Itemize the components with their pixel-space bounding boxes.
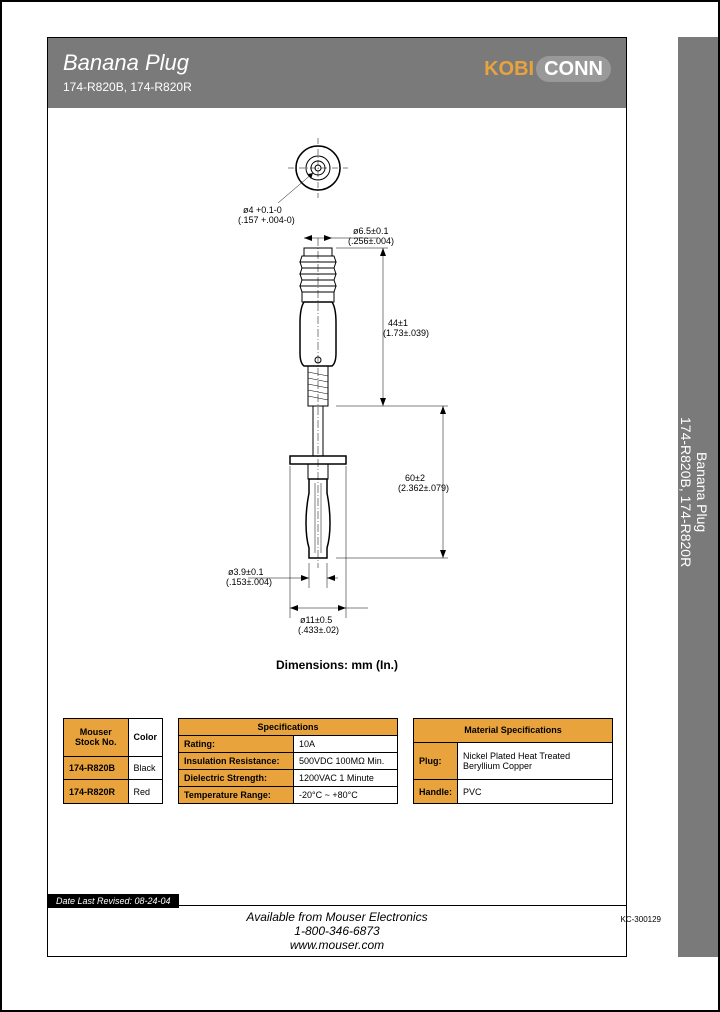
dim-label: (2.362±.079) (398, 483, 449, 493)
td: 10A (294, 736, 398, 753)
td: 174-R820R (64, 780, 129, 804)
dim-label: (1.73±.039) (383, 328, 429, 338)
dim-label: ø6.5±0.1 (353, 226, 388, 236)
dim-label: (.256±.004) (348, 236, 394, 246)
td: PVC (458, 780, 613, 804)
sidebar-parts: 174-R820B, 174-R820R (678, 57, 694, 927)
part-numbers: 174-R820B, 174-R820R (63, 80, 611, 94)
td: -20°C ~ +80°C (294, 787, 398, 804)
header-bar: Banana Plug 174-R820B, 174-R820R KOBICON… (48, 38, 626, 108)
td: Rating: (179, 736, 294, 753)
tables-row: Mouser Stock No.Color 174-R820BBlack 174… (63, 718, 613, 804)
brand-logo: KOBICONN (484, 58, 611, 81)
td: Handle: (414, 780, 458, 804)
document-number: KC-300129 (621, 915, 661, 924)
footer: Available from Mouser Electronics 1-800-… (48, 905, 626, 956)
th: Specifications (179, 719, 398, 736)
td: 1200VAC 1 Minute (294, 770, 398, 787)
th: Color (128, 719, 163, 757)
sidebar-title: Banana Plug (694, 57, 710, 927)
logo-conn: CONN (536, 56, 611, 82)
dim-label: 60±2 (405, 473, 425, 483)
td: Red (128, 780, 163, 804)
material-table: Material Specifications Plug:Nickel Plat… (413, 718, 613, 804)
sidebar: Banana Plug 174-R820B, 174-R820R (678, 37, 718, 957)
logo-kobi: KOBI (484, 58, 534, 80)
dim-label: 44±1 (388, 318, 408, 328)
dim-label: ø3.9±0.1 (228, 567, 263, 577)
dimensions-caption: Dimensions: mm (In.) (48, 658, 626, 672)
dim-label: (.433±.02) (298, 625, 339, 635)
footer-url: www.mouser.com (48, 938, 626, 952)
footer-phone: 1-800-346-6873 (48, 924, 626, 938)
specifications-table: Specifications Rating:10A Insulation Res… (178, 718, 398, 804)
th: Material Specifications (414, 719, 613, 743)
footer-line: Available from Mouser Electronics (48, 910, 626, 924)
dim-label: (.157 +.004-0) (238, 215, 295, 225)
td: 500VDC 100MΩ Min. (294, 753, 398, 770)
td: Black (128, 756, 163, 780)
sidebar-text: Banana Plug 174-R820B, 174-R820R (678, 37, 710, 957)
color-table: Mouser Stock No.Color 174-R820BBlack 174… (63, 718, 163, 804)
dim-label: ø4 +0.1-0 (243, 205, 282, 215)
dim-label: ø11±0.5 (300, 615, 332, 625)
td: Plug: (414, 742, 458, 780)
th: Mouser Stock No. (64, 719, 129, 757)
td: 174-R820B (64, 756, 129, 780)
dim-label: (.153±.004) (226, 577, 272, 587)
td: Insulation Resistance: (179, 753, 294, 770)
page: Banana Plug 174-R820B, 174-R820R KOBICON… (0, 0, 720, 1012)
td: Nickel Plated Heat Treated Beryllium Cop… (458, 742, 613, 780)
td: Temperature Range: (179, 787, 294, 804)
technical-drawing: ø4 +0.1-0 (.157 +.004-0) (188, 128, 488, 648)
content-frame: Banana Plug 174-R820B, 174-R820R KOBICON… (47, 37, 627, 957)
td: Dielectric Strength: (179, 770, 294, 787)
